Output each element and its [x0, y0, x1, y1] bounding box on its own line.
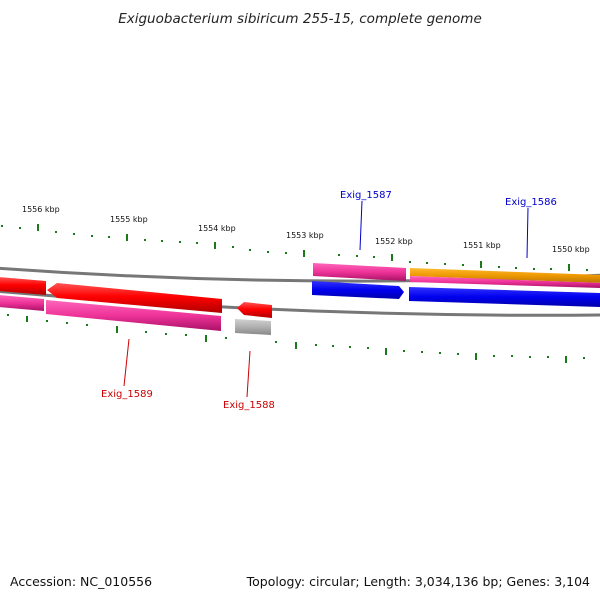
- cds-left-edge: [0, 277, 46, 295]
- gene-label-exig-1589: Exig_1589: [101, 389, 153, 400]
- forward-features: [312, 263, 600, 307]
- scale-label-1551: 1551 kbp: [463, 241, 501, 250]
- scale-label-1556: 1556 kbp: [22, 205, 60, 214]
- cds-exig-1586: [409, 287, 600, 307]
- leader-exig-1589: [123, 338, 130, 387]
- gene-exig-1589: [46, 300, 221, 331]
- gene-left-edge: [0, 295, 44, 311]
- feature-exig-1586-orange: [410, 268, 600, 283]
- map-title: Exiguobacterium sibiricum 255-15, comple…: [118, 11, 482, 27]
- scale-label-1555: 1555 kbp: [110, 215, 148, 224]
- leader-exig-1587: [359, 200, 363, 251]
- inner-scale-ticks: [7, 314, 585, 363]
- cds-exig-1588: [237, 302, 272, 318]
- gene-label-exig-1587: Exig_1587: [340, 190, 392, 201]
- cds-exig-1587: [312, 281, 404, 299]
- scale-label-1553: 1553 kbp: [286, 231, 324, 240]
- leader-exig-1586: [526, 207, 529, 259]
- gene-label-exig-1586: Exig_1586: [505, 197, 557, 208]
- scale-labels: 1556 kbp 1555 kbp 1554 kbp 1553 kbp 1552…: [22, 205, 590, 254]
- gene-exig-1586: [410, 276, 600, 288]
- label-leaders: [123, 200, 529, 398]
- reverse-features: [0, 277, 272, 335]
- gene-exig-1587: [313, 263, 406, 281]
- scale-label-1552: 1552 kbp: [375, 237, 413, 246]
- genome-summary-text: Topology: circular; Length: 3,034,136 bp…: [246, 574, 590, 589]
- scale-label-1550: 1550 kbp: [552, 245, 590, 254]
- leader-exig-1588: [246, 350, 251, 398]
- gene-labels: Exig_1587 Exig_1586 Exig_1589 Exig_1588: [101, 190, 557, 411]
- scale-label-1554: 1554 kbp: [198, 224, 236, 233]
- pseudo-exig-1588: [235, 319, 271, 335]
- gene-label-exig-1588: Exig_1588: [223, 400, 275, 411]
- outer-scale-ticks: [1, 224, 588, 271]
- accession-text: Accession: NC_010556: [10, 574, 152, 589]
- cds-exig-1589: [47, 283, 222, 313]
